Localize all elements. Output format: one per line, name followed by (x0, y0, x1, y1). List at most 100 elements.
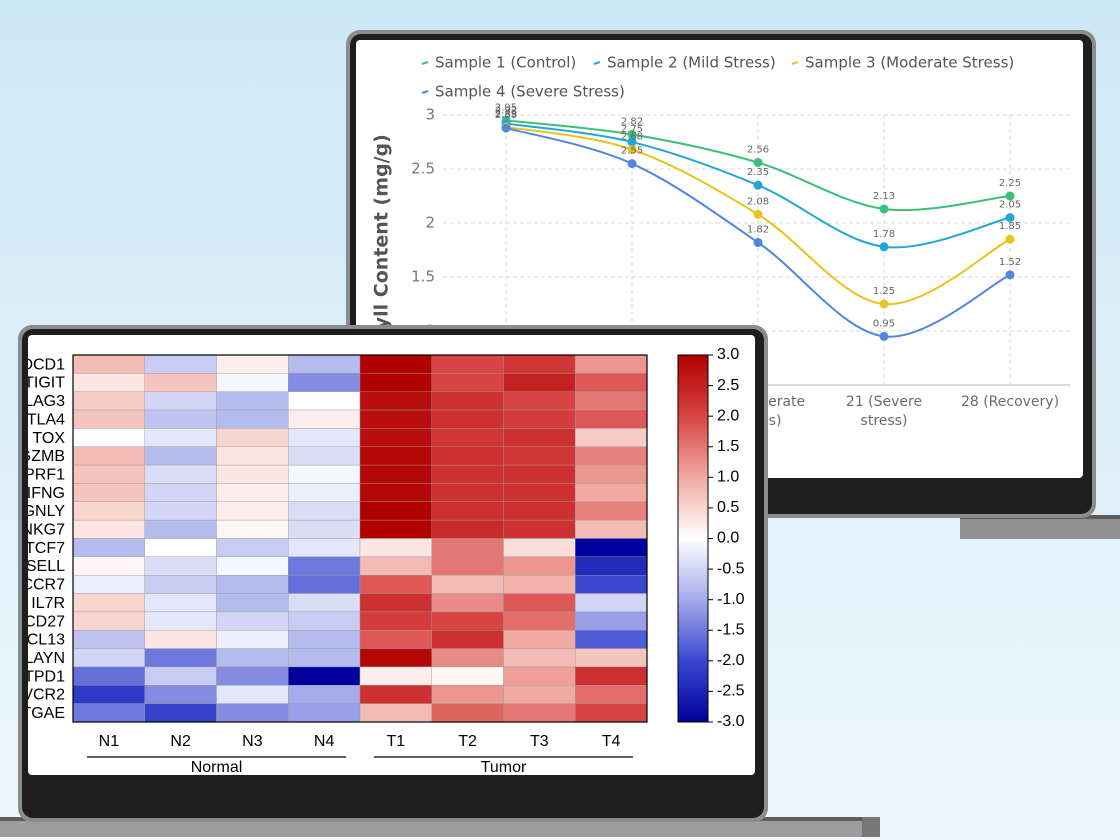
heatmap-cell (431, 538, 504, 558)
heatmap-cell (503, 501, 576, 521)
heatmap-cell (503, 630, 576, 649)
heatmap-cell (431, 685, 504, 704)
colorbar-tick-label: 1.5 (717, 438, 739, 455)
heatmap-cell (216, 428, 289, 447)
x-tick-label: 21 (Severe stress) (845, 394, 923, 429)
heatmap-cell (288, 501, 361, 521)
heatmap-cell (72, 464, 145, 484)
heatmap-cell (431, 391, 504, 411)
heatmap-cell (359, 373, 432, 392)
heatmap-cell (288, 391, 361, 411)
heatmap-cell (144, 630, 217, 649)
colorbar-tick-label: 1.0 (717, 469, 739, 486)
data-point (1005, 270, 1015, 280)
data-label: 2.05 (999, 200, 1021, 211)
row-label: TCF7 (25, 540, 65, 557)
heatmap-cell (575, 464, 648, 484)
heatmap-cell (431, 373, 504, 392)
colorbar (677, 354, 709, 723)
data-label: 2.55 (621, 146, 643, 157)
heatmap-cell (503, 593, 576, 613)
heatmap-cell (575, 354, 648, 374)
heatmap-cell (144, 703, 217, 723)
heatmap-cell (431, 446, 504, 466)
row-label: PRF1 (24, 466, 65, 483)
heatmap-cell (503, 556, 576, 576)
heatmap-cell (503, 538, 576, 558)
heatmap-cell (575, 446, 648, 466)
data-point (627, 159, 637, 169)
heatmap-cell (431, 519, 504, 539)
heatmap-cell (144, 593, 217, 613)
legend-label: Sample 4 (Severe Stress) (435, 83, 625, 101)
heatmap-cell (216, 648, 289, 668)
data-point (1005, 234, 1015, 244)
heatmap-cell (503, 409, 576, 429)
row-label: CCR7 (21, 577, 65, 594)
y-tick-label: 2 (425, 214, 435, 232)
heatmap-cell (431, 501, 504, 521)
heatmap-cell (216, 446, 289, 466)
heatmap-cell (216, 611, 289, 631)
x-tick-label: 28 (Recovery) (960, 394, 1060, 410)
colorbar-tick-label: 3.0 (717, 346, 739, 363)
heatmap-cell (144, 446, 217, 466)
heatmap-cell (144, 373, 217, 392)
heatmap-cell (288, 611, 361, 631)
heatmap-cell (431, 556, 504, 576)
heatmap-cell (503, 391, 576, 411)
heatmap-cell (144, 538, 217, 558)
heatmap-cell (575, 593, 648, 613)
data-point (879, 331, 889, 341)
heatmap-cell (503, 519, 576, 539)
heatmap-cell (144, 354, 217, 374)
heatmap-cell (431, 666, 504, 686)
data-point (1005, 213, 1015, 223)
heatmap-cell (72, 519, 145, 539)
row-label: LAG3 (24, 393, 65, 410)
heatmap-cell (359, 630, 432, 649)
heatmap-cell (575, 648, 648, 668)
heatmap-cell (216, 409, 289, 429)
heatmap-cell (503, 428, 576, 447)
heatmap-cell (359, 464, 432, 484)
legend-label: Sample 3 (Moderate Stress) (805, 54, 1014, 72)
x-tick-label-box: 21 (Severe stress) (845, 394, 923, 429)
colorbar-tick-label: 0.0 (717, 530, 739, 547)
heatmap-cell (144, 409, 217, 429)
heatmap-cell (72, 630, 145, 649)
heatmap-cell (288, 538, 361, 558)
x-tick-label-box: 28 (Recovery) (960, 394, 1060, 410)
heatmap-cell (144, 501, 217, 521)
heatmap-cell (359, 409, 432, 429)
heatmap-cell (503, 648, 576, 668)
laptop-base-end (862, 817, 880, 837)
heatmap-cell (431, 409, 504, 429)
heatmap-cell (575, 630, 648, 649)
heatmap-cell (359, 446, 432, 466)
heatmap-cell (575, 391, 648, 411)
heatmap-cell (359, 593, 432, 613)
row-label: IL7R (31, 595, 65, 612)
heatmap-cell (288, 354, 361, 374)
heatmap-cell (503, 373, 576, 392)
row-label: SELL (26, 558, 65, 575)
heatmap-cell (431, 648, 504, 668)
heatmap-cell (288, 556, 361, 576)
colorbar-tick-label: -1.5 (717, 621, 745, 638)
heatmap-cell (216, 593, 289, 613)
data-point (627, 129, 637, 139)
data-point (753, 209, 763, 219)
heatmap-cell (288, 483, 361, 503)
heatmap-cell (288, 575, 361, 594)
data-label: 2.35 (747, 167, 769, 178)
row-label: PDCD1 (11, 356, 65, 373)
data-label: 2.88 (495, 110, 517, 121)
heatmap-cell (359, 648, 432, 668)
data-label: 0.95 (873, 318, 895, 329)
heatmap-cell (288, 409, 361, 429)
heatmap-cell (216, 519, 289, 539)
data-label: 1.82 (747, 224, 769, 235)
